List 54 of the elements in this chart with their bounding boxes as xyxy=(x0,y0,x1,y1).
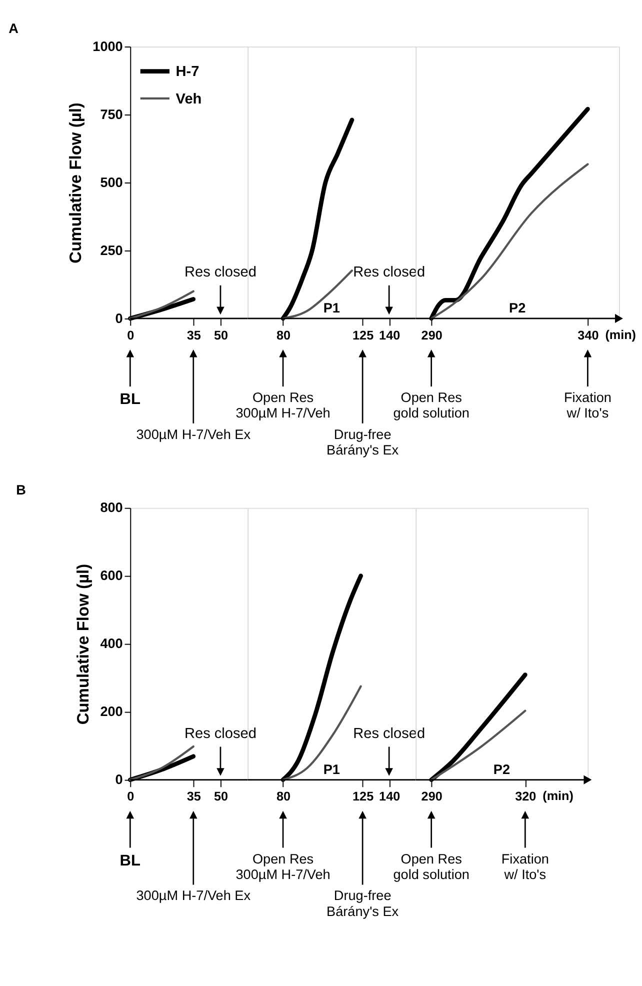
y-tick-label: 0 xyxy=(115,310,123,326)
text: Drug-free Bárány's Ex xyxy=(326,888,399,919)
x-tick-label: 140 xyxy=(379,790,400,804)
text: Fixation w/ Ito's xyxy=(501,851,549,882)
text: Open Res 300µM H-7/Veh xyxy=(236,390,330,421)
text: Open Res gold solution xyxy=(393,851,470,882)
text: 300µM H-7/Veh Ex xyxy=(136,888,251,904)
x-axis-title: (min) xyxy=(605,328,636,342)
x-axis-title: (min) xyxy=(542,789,574,804)
x-tick-label: 80 xyxy=(276,790,291,804)
y-tick-label: 400 xyxy=(100,636,123,652)
x-tick-label: 340 xyxy=(578,328,599,342)
annotation: P1 xyxy=(323,762,340,777)
x-tick-label: 125 xyxy=(352,328,374,342)
text: Open Res 300µM H-7/Veh xyxy=(236,851,330,882)
y-axis-title: Cumulative Flow (µl) xyxy=(74,564,93,725)
x-tick-label: 35 xyxy=(186,790,201,804)
x-tick-label: 50 xyxy=(214,328,228,342)
x-tick-label: 80 xyxy=(276,328,291,342)
legend-label: H-7 xyxy=(176,64,200,80)
legend-label: Veh xyxy=(176,91,202,108)
x-tick-label: 0 xyxy=(127,790,134,804)
text: Drug-free Bárány's Ex xyxy=(326,426,399,458)
text: BL xyxy=(120,390,142,408)
annotation: Res closed xyxy=(353,264,426,281)
text: A xyxy=(8,20,19,36)
x-tick-label: 290 xyxy=(421,328,442,342)
x-tick-label: 125 xyxy=(352,790,374,804)
x-tick-label: 290 xyxy=(421,790,442,804)
y-tick-label: 750 xyxy=(100,106,123,122)
text: BL xyxy=(120,852,142,870)
text: Open Res gold solution xyxy=(393,390,470,421)
y-tick-label: 800 xyxy=(100,500,123,516)
x-tick-label: 140 xyxy=(379,328,400,342)
y-axis-title: Cumulative Flow (µl) xyxy=(66,102,85,264)
annotation: Res closed xyxy=(353,726,426,742)
y-tick-label: 200 xyxy=(100,704,123,720)
annotation: Res closed xyxy=(184,726,256,742)
x-tick-label: 0 xyxy=(127,328,134,342)
text: 300µM H-7/Veh Ex xyxy=(136,426,251,442)
annotation: P2 xyxy=(493,762,510,777)
text: Fixation w/ Ito's xyxy=(564,390,612,421)
y-tick-label: 500 xyxy=(100,174,123,190)
y-tick-label: 1000 xyxy=(92,38,123,54)
annotation: P1 xyxy=(323,300,340,316)
y-tick-label: 0 xyxy=(115,772,123,788)
x-tick-label: 35 xyxy=(186,328,201,342)
y-tick-label: 250 xyxy=(100,242,123,258)
y-tick-label: 600 xyxy=(100,568,123,584)
x-tick-label: 320 xyxy=(515,790,536,804)
text: B xyxy=(16,482,26,498)
x-tick-label: 50 xyxy=(214,790,228,804)
annotation: P2 xyxy=(509,300,526,316)
annotation: Res closed xyxy=(184,264,256,281)
